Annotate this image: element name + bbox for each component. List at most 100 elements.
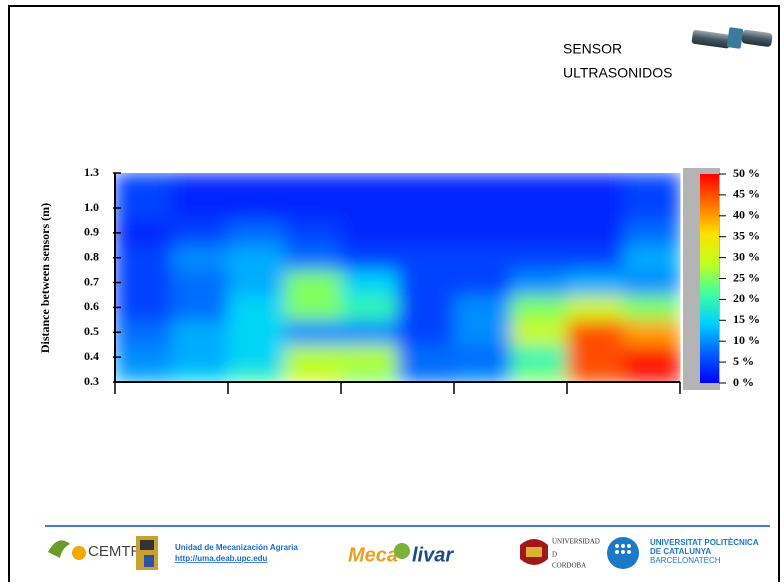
heat-cell: [285, 191, 342, 221]
heat-cell: [285, 295, 342, 320]
heat-cell: [285, 345, 342, 370]
heat-cell: [115, 320, 172, 345]
heat-cell: [341, 220, 398, 245]
uma-logo: [136, 536, 158, 570]
colorbar-label: 50 %: [733, 166, 760, 180]
heat-cell: [228, 270, 285, 295]
colorbar-label: 25 %: [733, 270, 760, 284]
colorbar-axis: 0 %5 %10 %15 %20 %25 %30 %35 %40 %45 %50…: [719, 166, 760, 389]
colorbar-label: 5 %: [733, 354, 754, 368]
y-axis-label: Distance between sensors (m): [38, 203, 52, 353]
heat-cell: [228, 370, 285, 383]
heat-cell: [172, 320, 229, 345]
heat-cell: [454, 191, 511, 221]
heat-cell: [228, 191, 285, 221]
heat-cell: [398, 370, 455, 383]
heat-cell: [624, 220, 681, 245]
heat-cell: [624, 320, 681, 345]
heat-cell: [511, 173, 568, 191]
heat-cell: [454, 220, 511, 245]
heat-cell: [285, 320, 342, 345]
heat-cell: [115, 245, 172, 270]
heat-cell: [454, 370, 511, 383]
uco-text: UNIVERSIDAD: [552, 538, 600, 546]
heatmap: [115, 173, 681, 383]
heat-cell: [624, 295, 681, 320]
y-tick-label: 1.0: [84, 200, 99, 214]
heat-cell: [624, 173, 681, 191]
y-tick-label: 0.7: [84, 274, 99, 288]
y-tick-label: 0.6: [84, 299, 99, 313]
heat-cell: [115, 220, 172, 245]
heat-cell: [285, 245, 342, 270]
heat-cell: [454, 245, 511, 270]
heat-cell: [172, 370, 229, 383]
heat-cell: [454, 295, 511, 320]
heat-cell: [172, 220, 229, 245]
colorbar-label: 35 %: [733, 228, 760, 242]
heat-cell: [228, 245, 285, 270]
mecaolivar-logo: Meca livar: [348, 543, 454, 566]
heat-cell: [454, 345, 511, 370]
colorbar-label: 10 %: [733, 333, 760, 347]
heat-cell: [398, 295, 455, 320]
y-tick-label: 0.3: [84, 374, 99, 388]
heat-cell: [341, 345, 398, 370]
heat-cell: [341, 320, 398, 345]
heat-cell: [567, 320, 624, 345]
heat-cell: [624, 191, 681, 221]
heat-cell: [624, 245, 681, 270]
heat-cell: [398, 270, 455, 295]
unit-link[interactable]: http://uma.deab.upc.edu: [175, 554, 268, 563]
heat-cell: [172, 173, 229, 191]
upc-text: DE CATALUNYA: [650, 547, 711, 556]
y-tick-label: 1.3: [84, 165, 99, 179]
heat-cell: [285, 220, 342, 245]
heat-cell: [567, 191, 624, 221]
heat-cell: [398, 220, 455, 245]
colorbar: [700, 174, 719, 383]
uco-logo: UNIVERSIDAD D CORDOBA: [520, 538, 600, 570]
heat-cell: [567, 370, 624, 383]
heat-cell: [115, 345, 172, 370]
heat-cell: [511, 320, 568, 345]
heat-cell: [511, 270, 568, 295]
heat-cell: [115, 270, 172, 295]
heat-cell: [624, 270, 681, 295]
y-tick-label: 0.9: [84, 225, 99, 239]
heat-cell: [567, 220, 624, 245]
uco-text: CORDOBA: [552, 562, 586, 570]
heat-cell: [115, 173, 172, 191]
heat-cell: [172, 245, 229, 270]
sensor-label: SENSOR: [563, 41, 622, 57]
colorbar-label: 30 %: [733, 249, 760, 263]
heat-cell: [341, 295, 398, 320]
unit-name: Unidad de Mecanización Agraria: [175, 543, 298, 552]
heat-cell: [228, 220, 285, 245]
colorbar-label: 15 %: [733, 312, 760, 326]
heat-cell: [511, 345, 568, 370]
heat-cell: [511, 370, 568, 383]
heat-cell: [511, 220, 568, 245]
heat-cell: [172, 270, 229, 295]
heat-cell: [567, 245, 624, 270]
heat-cell: [567, 295, 624, 320]
heat-cell: [398, 191, 455, 221]
heat-cell: [454, 173, 511, 191]
heat-cell: [285, 173, 342, 191]
upc-text: UNIVERSITAT POLITÈCNICA: [650, 538, 759, 547]
uco-text: D: [552, 551, 557, 559]
heat-cell: [172, 295, 229, 320]
heat-cell: [511, 245, 568, 270]
heat-cell: [228, 345, 285, 370]
heat-cell: [511, 191, 568, 221]
heat-cell: [624, 345, 681, 370]
heat-cell: [511, 295, 568, 320]
heat-cell: [624, 370, 681, 383]
y-tick-label: 0.4: [84, 349, 99, 363]
y-tick-label: 0.8: [84, 249, 99, 263]
upc-logo: UNIVERSITAT POLITÈCNICA DE CATALUNYA BAR…: [607, 537, 759, 569]
heat-cell: [454, 320, 511, 345]
heat-cell: [341, 173, 398, 191]
colorbar-label: 40 %: [733, 208, 760, 222]
